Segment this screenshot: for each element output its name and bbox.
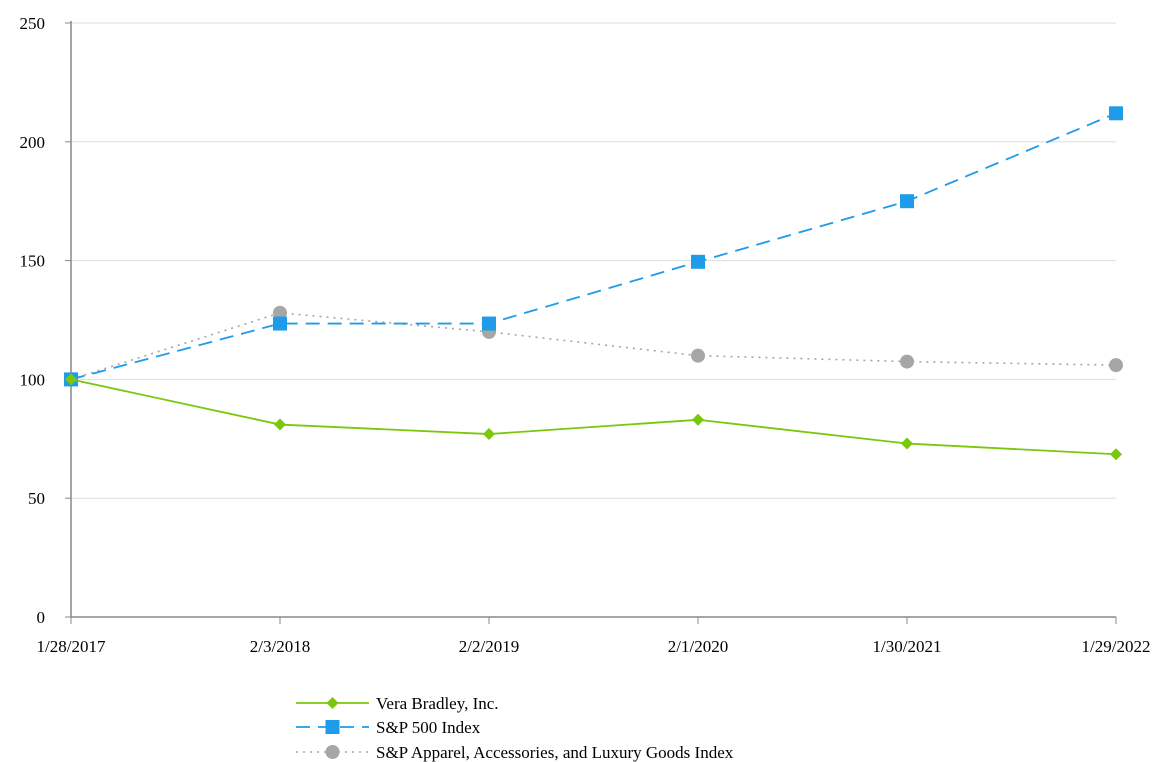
data-point — [483, 428, 495, 441]
axes: 0 50 100 150 200 250 1/28/2017 2/3/2018 2/2/2019… — [20, 14, 1151, 656]
legend-label: S&P Apparel, Accessories, and Luxury Goo… — [376, 743, 734, 762]
legend-label: S&P 500 Index — [376, 718, 481, 737]
data-point — [1109, 358, 1123, 373]
y-tick-label: 200 — [20, 133, 46, 152]
y-tick-label: 50 — [28, 489, 45, 508]
y-tick-label: 0 — [37, 608, 46, 627]
gridlines — [71, 22, 1116, 499]
data-point — [692, 413, 704, 426]
data-point — [1110, 448, 1122, 461]
x-tick-label: 1/28/2017 — [37, 637, 106, 656]
data-point — [1109, 106, 1123, 121]
y-tick-label: 250 — [20, 14, 46, 33]
series-group — [64, 106, 1123, 461]
legend-marker — [326, 697, 339, 709]
data-point — [901, 437, 913, 450]
data-point — [274, 418, 286, 431]
data-point — [273, 305, 287, 320]
legend-label: Vera Bradley, Inc. — [376, 694, 499, 713]
data-point — [273, 316, 287, 331]
series-line — [70, 112, 1117, 381]
data-point — [900, 194, 914, 209]
data-point — [482, 316, 496, 331]
series-1 — [64, 106, 1123, 387]
x-tick-label: 1/29/2022 — [1082, 637, 1151, 656]
x-tick-label: 2/1/2020 — [668, 637, 728, 656]
series-0 — [65, 373, 1122, 461]
series-2 — [64, 305, 1123, 387]
x-tick-label: 2/2/2019 — [459, 637, 519, 656]
legend-marker — [325, 720, 340, 734]
data-point — [691, 254, 705, 269]
y-tick-label: 150 — [20, 252, 46, 271]
series-line — [70, 312, 1117, 381]
data-point — [691, 348, 705, 363]
y-tick-label: 100 — [20, 370, 46, 389]
data-point — [65, 373, 77, 386]
x-tick-label: 1/30/2021 — [873, 637, 942, 656]
legend: Vera Bradley, Inc. S&P 500 Index S&P Appar… — [296, 694, 734, 762]
series-line — [70, 378, 1117, 456]
x-tick-label: 2/3/2018 — [250, 637, 310, 656]
data-point — [900, 354, 914, 369]
legend-marker — [325, 745, 340, 759]
